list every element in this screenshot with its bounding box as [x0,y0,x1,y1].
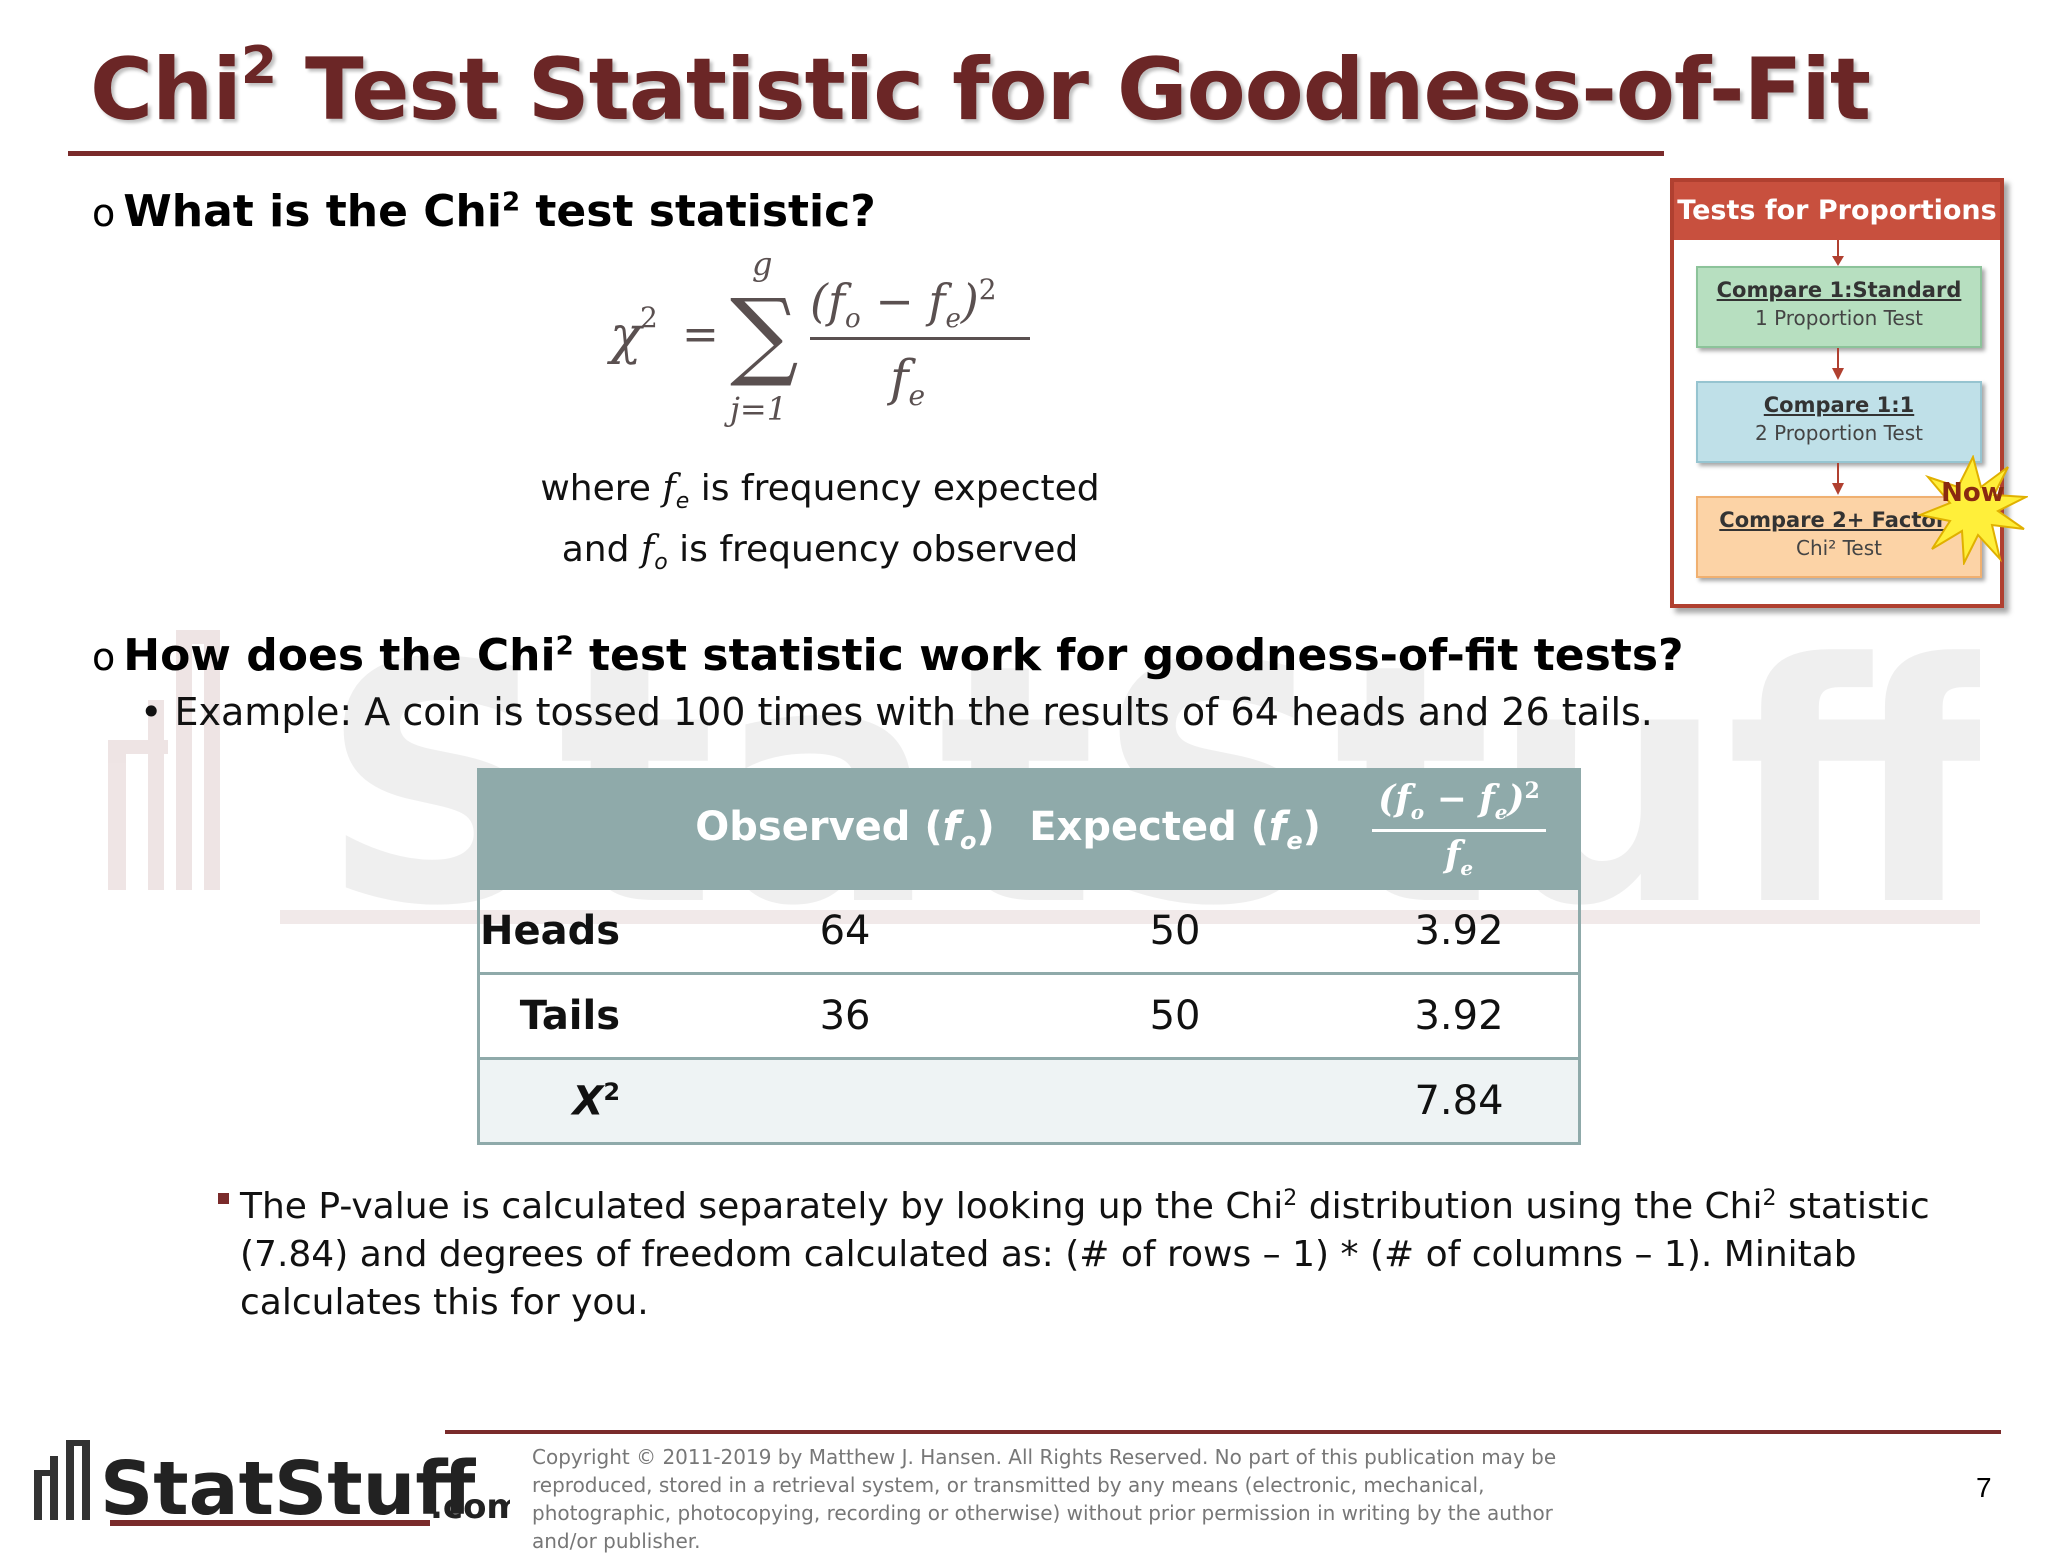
table-header-row: Observed (fo) Expected (fe) (fo − fe)2 f… [478,769,1580,889]
chi-square-table: Observed (fo) Expected (fe) (fo − fe)2 f… [477,768,1581,1145]
title-rule [68,151,1664,156]
total-value: 7.84 [1340,1057,1580,1144]
page-number: 7 [1976,1472,1992,1503]
header-ratio: (fo − fe)2 fe [1340,769,1580,889]
question-1: o What is the Chi2 test statistic? [92,186,876,237]
arrow-down-icon [1832,240,1844,266]
svg-text:.com: .com [430,1487,510,1527]
table-row: Tails 36 50 3.92 [478,972,1580,1059]
cell-observed: 64 [680,887,1011,974]
formula-sum: ∑ [730,278,799,390]
formula-upper: g [752,245,772,283]
now-badge: Now [1941,478,2005,508]
header-empty [478,769,681,889]
total-label: X2 [478,1057,681,1144]
statstuff-logo: StatStuff .com [34,1440,510,1532]
cell-expected: 50 [1010,972,1341,1059]
formula-legend: where fe is frequency expected and fo is… [540,468,1100,576]
header-observed: Observed (fo) [680,769,1011,889]
example-bullet: • Example: A coin is tossed 100 times wi… [140,690,1653,734]
cell-value: 3.92 [1340,887,1580,974]
starburst-icon [1918,455,2028,565]
formula-chi: χ [606,306,645,366]
row-label: Tails [478,972,681,1059]
box-header: Tests for Proportions [1674,182,2000,240]
footer-rule [445,1430,2001,1434]
question-2: o How does the Chi2 test statistic work f… [92,630,1684,681]
cell-observed: 36 [680,972,1011,1059]
p-value-note: The P-value is calculated separately by … [218,1175,1940,1327]
arrow-down-icon [1832,463,1844,495]
svg-text:fe: fe [886,349,925,412]
cell-empty [1010,1057,1341,1144]
header-expected: Expected (fe) [1010,769,1341,889]
row-label: Heads [478,887,681,974]
cell-value: 3.92 [1340,972,1580,1059]
svg-text:(fo − fe)2: (fo − fe)2 [810,273,997,334]
formula-chi-sup: 2 [640,301,658,334]
process-step-1: Compare 1:Standard 1 Proportion Test [1696,266,1982,348]
formula-lower: j=1 [724,390,787,428]
cell-empty [680,1057,1011,1144]
chi-square-formula: χ 2 = ∑ g j=1 (fo − fe)2 fe [606,245,1030,428]
copyright-notice: Copyright © 2011-2019 by Matthew J. Hans… [532,1445,1557,1553]
arrow-down-icon [1832,348,1844,380]
table-row: Heads 64 50 3.92 [478,887,1580,974]
cell-expected: 50 [1010,887,1341,974]
tests-for-proportions-box: Tests for Proportions Compare 1:Standard… [1670,178,2004,608]
square-bullet-icon [218,1193,229,1204]
table-total-row: X2 7.84 [478,1057,1580,1144]
page-title: Chi2 Test Statistic for Goodness-of-Fit [90,36,1871,140]
formula-equals: = [682,309,719,360]
process-step-2: Compare 1:1 2 Proportion Test [1696,381,1982,463]
svg-text:StatStuff: StatStuff [100,1446,476,1532]
